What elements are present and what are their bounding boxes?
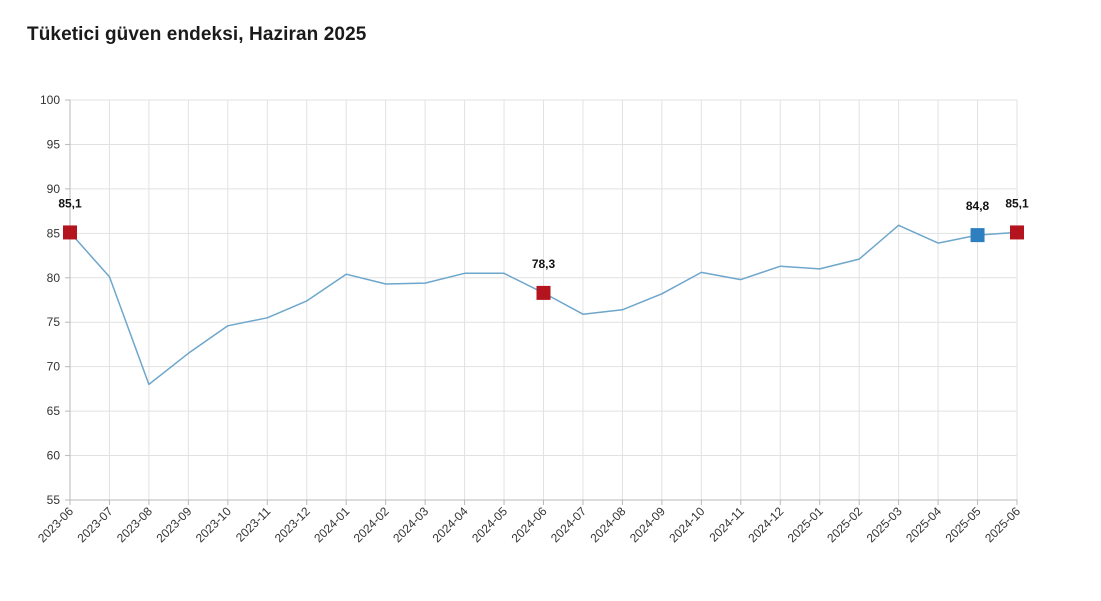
x-tick-label: 2024-08 xyxy=(587,504,628,545)
y-tick-label: 60 xyxy=(47,449,61,463)
data-point xyxy=(305,299,309,303)
data-point xyxy=(463,271,467,275)
data-point xyxy=(107,275,111,279)
y-tick-label: 70 xyxy=(47,360,61,374)
x-tick-label: 2023-11 xyxy=(233,504,274,545)
x-tick-label: 2024-03 xyxy=(390,504,431,545)
data-point xyxy=(818,267,822,271)
y-tick-label: 75 xyxy=(47,315,61,329)
y-tick-label: 55 xyxy=(47,493,61,507)
x-tick-label: 2025-01 xyxy=(785,504,826,545)
y-tick-label: 80 xyxy=(47,271,61,285)
x-tick-label: 2025-03 xyxy=(864,504,905,545)
x-tick-label: 2024-12 xyxy=(745,504,786,545)
chart-title: Tüketici güven endeksi, Haziran 2025 xyxy=(27,24,367,45)
x-tick-label: 2024-11 xyxy=(706,504,747,545)
y-tick-label: 100 xyxy=(40,93,60,107)
highlight-marker xyxy=(1010,225,1024,240)
y-tick-label: 90 xyxy=(47,182,61,196)
data-point xyxy=(778,264,782,268)
x-tick-label: 2024-09 xyxy=(627,504,668,545)
x-tick-label: 2023-12 xyxy=(272,504,313,545)
data-labels: 85,1 78,3 84,8 85,1 xyxy=(58,196,1029,270)
data-label: 85,1 xyxy=(58,196,82,210)
x-tick-label: 2025-02 xyxy=(824,504,865,545)
x-tick-label: 2023-07 xyxy=(75,504,116,545)
x-tick-label: 2024-02 xyxy=(351,504,392,545)
data-label: 78,3 xyxy=(532,257,556,271)
x-tick-label: 2024-10 xyxy=(666,504,707,545)
data-point xyxy=(344,272,348,276)
data-point xyxy=(739,278,743,282)
x-tick-label: 2024-04 xyxy=(430,504,471,545)
data-label: 85,1 xyxy=(1005,196,1029,210)
data-point xyxy=(423,281,427,285)
x-tick-label: 2023-09 xyxy=(153,504,194,545)
x-tick-label: 2025-06 xyxy=(982,504,1023,545)
data-point xyxy=(660,292,664,296)
axes xyxy=(65,99,1018,505)
highlight-marker xyxy=(63,225,77,240)
highlight-marker xyxy=(970,228,985,243)
x-tick-label: 2025-04 xyxy=(903,504,944,545)
x-tick-label: 2025-05 xyxy=(943,504,984,545)
data-point xyxy=(699,270,703,274)
x-tick-label: 2024-05 xyxy=(469,504,510,545)
data-point xyxy=(226,324,230,328)
data-point xyxy=(265,316,269,320)
data-point xyxy=(502,271,506,275)
highlight-marker xyxy=(536,285,551,300)
data-point xyxy=(147,382,151,386)
x-tick-label: 2023-10 xyxy=(193,504,234,545)
x-tick-label: 2024-06 xyxy=(509,504,550,545)
y-tick-label: 95 xyxy=(47,137,61,151)
data-point xyxy=(620,308,624,312)
x-tick-label: 2023-08 xyxy=(114,504,155,545)
y-tick-label: 85 xyxy=(47,226,61,240)
y-axis-tick-labels: 55 60 65 70 75 80 85 90 95 100 xyxy=(40,93,60,507)
data-point xyxy=(936,241,940,245)
data-label: 84,8 xyxy=(966,199,990,213)
grid-lines xyxy=(69,99,1018,501)
highlight-markers xyxy=(63,225,1024,300)
data-point xyxy=(581,312,585,316)
data-point xyxy=(384,282,388,286)
x-tick-label: 2023-06 xyxy=(35,504,76,545)
data-point xyxy=(857,257,861,261)
x-tick-label: 2024-01 xyxy=(311,504,352,545)
x-tick-label: 2024-07 xyxy=(548,504,589,545)
data-point xyxy=(186,351,190,355)
y-tick-label: 65 xyxy=(47,404,61,418)
data-point xyxy=(897,223,901,227)
